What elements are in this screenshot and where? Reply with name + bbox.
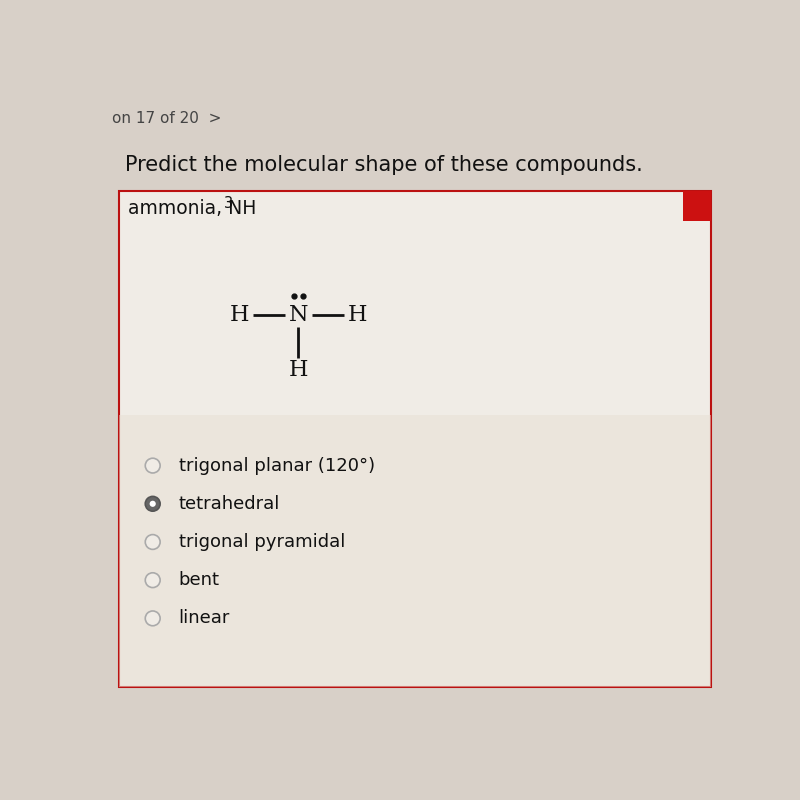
Text: trigonal planar (120°): trigonal planar (120°)	[178, 457, 375, 474]
Text: trigonal pyramidal: trigonal pyramidal	[178, 533, 345, 551]
Text: H: H	[347, 304, 367, 326]
Circle shape	[150, 501, 156, 507]
Circle shape	[146, 573, 160, 587]
Circle shape	[146, 458, 160, 473]
FancyBboxPatch shape	[118, 414, 710, 687]
Text: H: H	[230, 304, 250, 326]
Text: linear: linear	[178, 610, 230, 627]
Text: Predict the molecular shape of these compounds.: Predict the molecular shape of these com…	[125, 154, 642, 174]
Bar	[682, 191, 710, 221]
Circle shape	[146, 496, 160, 511]
Text: N: N	[289, 304, 308, 326]
Text: on 17 of 20  >: on 17 of 20 >	[112, 111, 222, 126]
Text: bent: bent	[178, 571, 220, 589]
Text: 3: 3	[224, 196, 233, 210]
FancyBboxPatch shape	[118, 191, 710, 687]
Circle shape	[146, 534, 160, 550]
Text: tetrahedral: tetrahedral	[178, 494, 280, 513]
Circle shape	[146, 611, 160, 626]
Text: H: H	[289, 359, 308, 381]
Text: ammonia, NH: ammonia, NH	[128, 199, 256, 218]
